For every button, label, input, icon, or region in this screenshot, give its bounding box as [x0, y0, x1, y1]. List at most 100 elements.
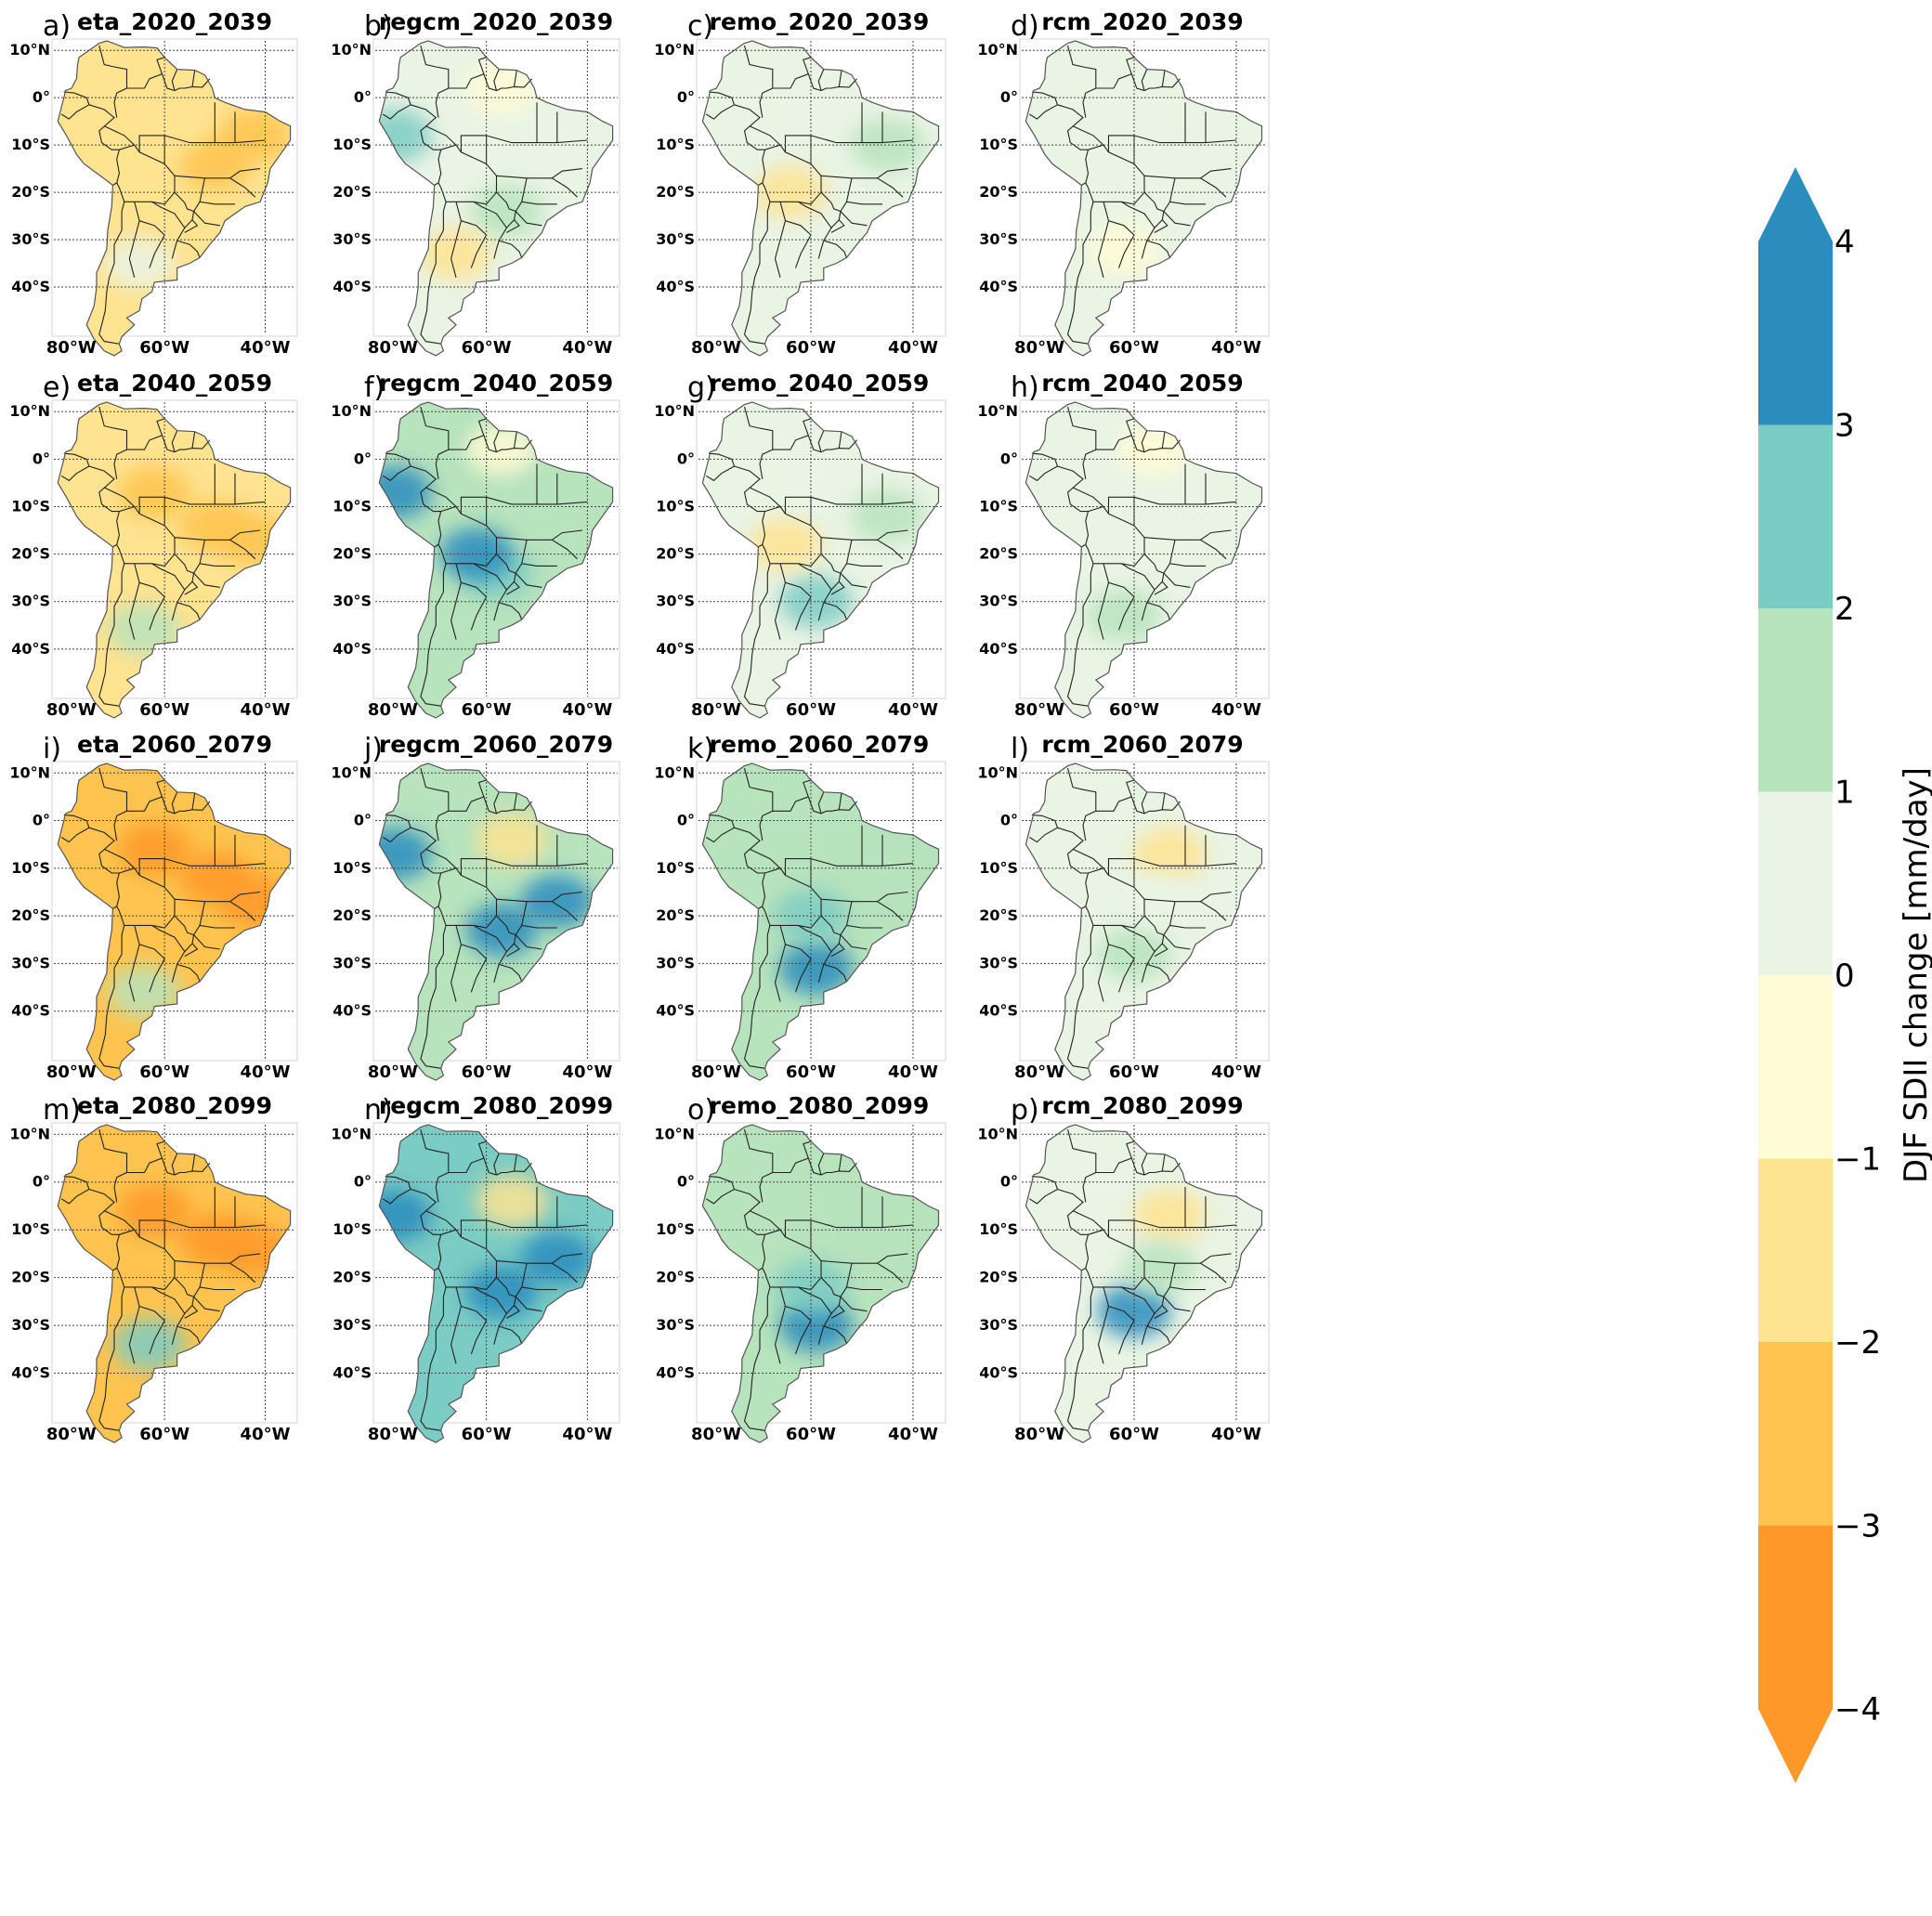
lat-tick-label: 20°S [11, 183, 50, 201]
lat-tick-label: 0° [354, 88, 372, 106]
border-line [521, 1263, 557, 1291]
lat-tick-label: 30°S [11, 593, 50, 610]
panel-title: regcm_2080_2099 [379, 1092, 613, 1119]
border-line [1168, 177, 1206, 205]
lat-tick-label: 10°S [979, 859, 1018, 877]
border-line [493, 228, 507, 259]
border-line [88, 104, 121, 184]
border-line [191, 431, 196, 449]
border-line [1108, 944, 1135, 993]
map-panel-g: 10°N 0° 10°S 20°S 30°S 40°S 80°W 60°W 40°W g)remo… [654, 370, 946, 720]
border-line [845, 177, 882, 205]
land-field [1025, 41, 1262, 356]
border-line [1066, 406, 1097, 479]
lon-tick-label: 40°W [1211, 1425, 1261, 1444]
country-borders [382, 406, 588, 707]
lon-tick-label: 40°W [241, 1425, 291, 1444]
land-field [58, 1125, 291, 1443]
change-field [379, 1174, 594, 1319]
map-panel-c: 10°N 0° 10°S 20°S 30°S 40°S 80°W 60°W 40°W c)remo… [654, 8, 946, 358]
country-borders [60, 1128, 266, 1431]
border-line [1066, 1128, 1097, 1203]
lat-tick-label: 40°S [979, 1364, 1018, 1382]
lat-tick-label: 20°S [979, 1269, 1018, 1286]
lat-tick-label: 40°S [11, 640, 50, 658]
lat-tick-label: 0° [1000, 1173, 1018, 1191]
border-line [410, 465, 442, 545]
border-line [840, 563, 868, 588]
lon-tick-label: 80°W [368, 700, 418, 720]
lon-tick-label: 80°W [1014, 700, 1064, 720]
lat-tick-label: 10°N [977, 1125, 1018, 1142]
border-line [1141, 430, 1148, 452]
map-panel-i: 10°N 0° 10°S 20°S 30°S 40°S 80°W 60°W 40°W i) eta_… [9, 731, 298, 1082]
border-line [1066, 1286, 1094, 1431]
border-line [103, 848, 136, 869]
lat-tick-label: 20°S [656, 1269, 695, 1286]
border-line [229, 177, 256, 198]
border-line [425, 1210, 457, 1231]
panel-title: regcm_2040_2059 [379, 370, 613, 397]
lat-tick-label: 30°S [333, 954, 372, 971]
change-field [753, 118, 925, 219]
change-blob-southeast [520, 1232, 594, 1285]
lat-tick-label: 20°S [11, 906, 50, 924]
border-line [112, 182, 117, 186]
panel-letter: b) [364, 10, 393, 43]
border-line [1168, 540, 1206, 567]
border-line [743, 202, 771, 345]
lat-tick-label: 10°N [331, 763, 372, 781]
lat-tick-label: 20°S [656, 183, 695, 201]
lat-tick-label: 10°S [11, 1220, 50, 1238]
border-line [184, 1305, 199, 1319]
border-line [1141, 791, 1148, 815]
colorbar-tick-label: −3 [1834, 1508, 1881, 1545]
panel-frame [51, 761, 298, 1062]
lat-tick-label: 40°S [656, 1002, 695, 1020]
colorbar-bin [1758, 975, 1833, 1159]
border-line [845, 540, 882, 567]
border-line [138, 135, 165, 152]
border-line [88, 1188, 121, 1269]
border-line [830, 943, 845, 958]
change-blob-uruguay [778, 575, 854, 629]
border-line [420, 925, 447, 1069]
border-line [784, 1219, 811, 1237]
border-line [758, 543, 764, 548]
lat-tick-label: 10°S [333, 497, 372, 515]
border-line [98, 202, 125, 345]
border-line [448, 418, 487, 450]
panel-title: remo_2080_2099 [710, 1092, 930, 1119]
border-line [506, 219, 520, 233]
lat-tick-label: 10°S [333, 136, 372, 153]
border-line [1072, 125, 1104, 146]
border-line [762, 144, 822, 205]
lat-tick-label: 10°N [9, 1125, 50, 1142]
lat-tick-label: 30°S [333, 230, 372, 248]
border-line [450, 1286, 462, 1364]
border-line [138, 1305, 165, 1355]
change-blob-la_plata [470, 185, 543, 238]
change-blob-east [850, 118, 925, 172]
colorbar-extend-bottom [1758, 1709, 1833, 1783]
border-line [1130, 796, 1181, 815]
border-line [116, 1229, 176, 1291]
border-line [98, 563, 125, 707]
border-line [199, 540, 235, 567]
change-blob-central [1122, 142, 1197, 196]
panel-letter: k) [687, 733, 714, 765]
lat-tick-label: 10°N [977, 402, 1018, 420]
lon-tick-label: 60°W [786, 1425, 836, 1444]
map-panel-l: 10°N 0° 10°S 20°S 30°S 40°S 80°W 60°W 40°W l) rcm_… [977, 731, 1270, 1082]
border-line [817, 1153, 825, 1176]
lat-tick-label: 30°S [11, 1316, 50, 1334]
border-line [1066, 45, 1097, 118]
lon-tick-label: 80°W [691, 338, 741, 358]
border-line [499, 602, 523, 620]
change-blob-amazon [118, 1183, 191, 1238]
border-line [199, 177, 235, 205]
border-line [448, 1140, 487, 1174]
lon-tick-label: 60°W [786, 338, 836, 358]
lat-tick-label: 40°S [979, 640, 1018, 658]
lat-tick-label: 30°S [11, 954, 50, 971]
